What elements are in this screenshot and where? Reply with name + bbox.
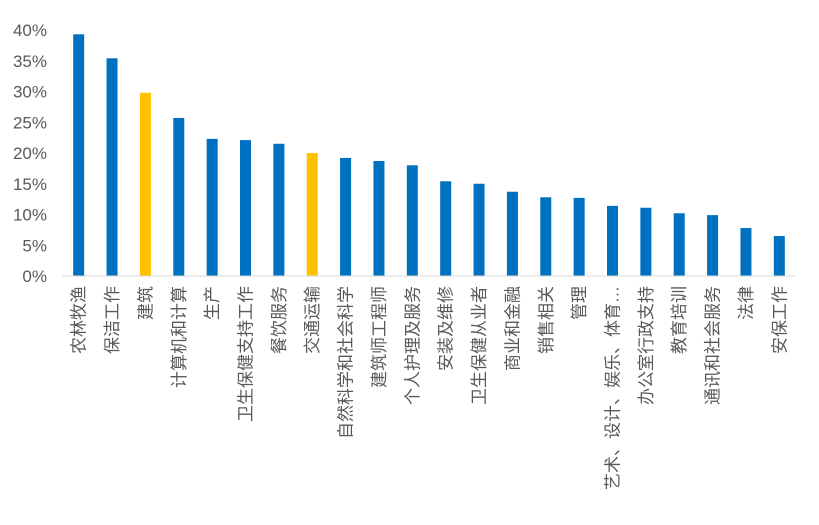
x-tick-label: 农林牧渔: [70, 286, 89, 354]
bar: [707, 215, 719, 276]
bar: [240, 140, 251, 276]
bar: [640, 207, 652, 276]
bar: [740, 228, 752, 276]
bar: [173, 117, 185, 276]
x-tick-label: 艺术、设计、娱乐、体育…: [604, 286, 623, 490]
x-tick-label: 生产: [203, 286, 222, 320]
bar: [473, 183, 485, 276]
bar: [273, 143, 285, 276]
y-axis: 0% 5% 10% 15% 20% 25% 30% 35% 40%: [13, 21, 47, 286]
bar: [773, 236, 785, 276]
x-tick-label: 安保工作: [770, 286, 789, 354]
x-tick-label: 自然科学和社会科学: [337, 286, 356, 439]
x-tick-label: 办公室行政支持: [637, 286, 656, 405]
x-tick-label: 教育培训: [670, 286, 689, 354]
bar: [73, 34, 85, 277]
bar: [106, 58, 118, 276]
bar: [340, 157, 352, 276]
bar: [673, 213, 685, 276]
y-tick-label: 15%: [13, 175, 47, 194]
x-tick-label: 建筑: [136, 286, 155, 320]
x-tick-label: 销售相关: [537, 286, 556, 354]
y-tick-label: 25%: [13, 113, 47, 132]
x-tick-label: 管理: [570, 286, 589, 320]
x-tick-label: 卫生保健从业者: [470, 286, 489, 405]
bar: [406, 165, 418, 276]
y-tick-label: 0%: [22, 267, 47, 286]
x-tick-label: 商业和金融: [503, 286, 522, 371]
bars: [73, 34, 785, 277]
x-tick-label: 安装及维修: [437, 286, 456, 371]
x-tick-label: 个人护理及服务: [403, 286, 422, 405]
y-tick-label: 10%: [13, 206, 47, 225]
x-tick-label: 建筑师工程师: [370, 286, 389, 388]
x-tick-label: 法律: [737, 286, 756, 320]
y-tick-label: 30%: [13, 83, 47, 102]
x-tick-label: 餐饮服务: [270, 286, 289, 354]
bar: [373, 160, 385, 276]
bar: [607, 205, 618, 276]
y-tick-label: 40%: [13, 21, 47, 40]
bar: [506, 191, 518, 276]
bar: [139, 92, 151, 276]
y-tick-label: 20%: [13, 144, 47, 163]
y-tick-label: 5%: [22, 236, 47, 255]
x-tick-label: 保洁工作: [103, 286, 122, 354]
bar: [440, 181, 452, 276]
bar: [206, 138, 218, 276]
bar: [306, 153, 318, 276]
x-tick-label: 通讯和社会服务: [704, 286, 723, 405]
x-tick-label: 交通运输: [303, 286, 322, 354]
bar: [540, 197, 552, 276]
bar: [573, 197, 585, 276]
x-tick-label: 卫生保健支持工作: [237, 286, 256, 422]
x-tick-label: 计算机和计算: [170, 286, 189, 388]
y-tick-label: 35%: [13, 52, 47, 71]
x-axis-labels: 农林牧渔 保洁工作 建筑 计算机和计算 生产 卫生保健支持工作 餐饮服务 交通运输 自然科学和社…: [70, 286, 790, 490]
